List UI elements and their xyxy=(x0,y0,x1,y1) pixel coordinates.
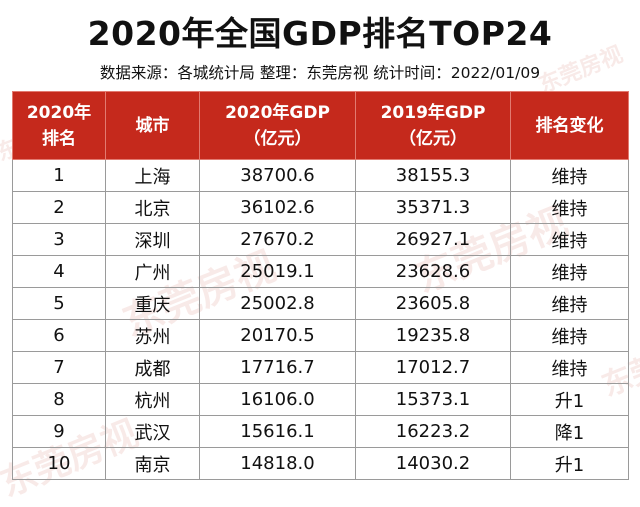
rank-change-cell: 维持 xyxy=(510,287,629,320)
rank-cell: 6 xyxy=(12,319,106,352)
page-title: 2020年全国GDP排名TOP24 xyxy=(87,14,553,53)
gdp-2020-cell: 20170.5 xyxy=(199,319,356,352)
gdp-2019-cell: 26927.1 xyxy=(355,223,511,256)
city-cell: 重庆 xyxy=(105,287,200,320)
gdp-2020-cell: 27670.2 xyxy=(199,223,356,256)
rank-cell: 5 xyxy=(12,287,106,320)
gdp-2020-cell: 25019.1 xyxy=(199,255,356,288)
table-row: 9 武汉 15616.1 16223.2 降1 xyxy=(12,415,629,448)
rank-cell: 2 xyxy=(12,191,106,224)
rank-change-cell: 维持 xyxy=(510,159,629,192)
city-cell: 上海 xyxy=(105,159,200,192)
header-rank-line1: 2020年 xyxy=(26,102,92,123)
header-city: 城市 xyxy=(105,91,200,160)
rank-change-cell: 降1 xyxy=(510,415,629,448)
city-cell: 北京 xyxy=(105,191,200,224)
header-gdp-2020-line2: （亿元） xyxy=(243,128,312,149)
header-rank: 2020年 排名 xyxy=(12,91,106,160)
table-row: 3 深圳 27670.2 26927.1 维持 xyxy=(12,223,629,256)
table-row: 7 成都 17716.7 17012.7 维持 xyxy=(12,351,629,384)
header-gdp-2019-line1: 2019年GDP xyxy=(380,102,486,123)
rank-change-cell: 升1 xyxy=(510,383,629,416)
gdp-2019-cell: 35371.3 xyxy=(355,191,511,224)
city-cell: 杭州 xyxy=(105,383,200,416)
rank-cell: 3 xyxy=(12,223,106,256)
rank-change-cell: 维持 xyxy=(510,319,629,352)
table-row: 10 南京 14818.0 14030.2 升1 xyxy=(12,447,629,480)
gdp-2019-cell: 23628.6 xyxy=(355,255,511,288)
city-cell: 成都 xyxy=(105,351,200,384)
header-gdp-2020-line1: 2020年GDP xyxy=(225,102,330,123)
gdp-2020-cell: 15616.1 xyxy=(199,415,356,448)
rank-cell: 9 xyxy=(12,415,106,448)
header-rank-change: 排名变化 xyxy=(510,91,629,160)
gdp-2019-cell: 15373.1 xyxy=(355,383,511,416)
table-row: 1 上海 38700.6 38155.3 维持 xyxy=(12,159,629,192)
table-row: 5 重庆 25002.8 23605.8 维持 xyxy=(12,287,629,320)
rank-change-cell: 维持 xyxy=(510,223,629,256)
gdp-2019-cell: 16223.2 xyxy=(355,415,511,448)
rank-cell: 1 xyxy=(12,159,106,192)
rank-change-cell: 维持 xyxy=(510,255,629,288)
header-gdp-2020: 2020年GDP （亿元） xyxy=(199,91,356,160)
rank-cell: 10 xyxy=(12,447,106,480)
rank-cell: 8 xyxy=(12,383,106,416)
table-row: 4 广州 25019.1 23628.6 维持 xyxy=(12,255,629,288)
header-rank-line2: 排名 xyxy=(42,128,76,149)
gdp-2019-cell: 23605.8 xyxy=(355,287,511,320)
rank-change-cell: 升1 xyxy=(510,447,629,480)
header-gdp-2019: 2019年GDP （亿元） xyxy=(355,91,511,160)
header-rank-change-label: 排名变化 xyxy=(535,115,604,136)
source-note: 数据来源：各城统计局 整理：东莞房视 统计时间：2022/01/09 xyxy=(99,64,541,82)
header-gdp-2019-line2: （亿元） xyxy=(399,128,467,149)
city-cell: 深圳 xyxy=(105,223,200,256)
city-cell: 广州 xyxy=(105,255,200,288)
table-row: 6 苏州 20170.5 19235.8 维持 xyxy=(12,319,629,352)
gdp-2020-cell: 16106.0 xyxy=(199,383,356,416)
gdp-ranking-table: 2020年 排名 城市 2020年GDP （亿元） 2019年GDP （亿元） … xyxy=(12,91,629,480)
gdp-2020-cell: 38700.6 xyxy=(199,159,356,192)
rank-change-cell: 维持 xyxy=(510,191,629,224)
gdp-2019-cell: 19235.8 xyxy=(355,319,511,352)
city-cell: 武汉 xyxy=(105,415,200,448)
gdp-2020-cell: 36102.6 xyxy=(199,191,356,224)
gdp-2020-cell: 17716.7 xyxy=(199,351,356,384)
city-cell: 苏州 xyxy=(105,319,200,352)
gdp-2020-cell: 25002.8 xyxy=(199,287,356,320)
table-row: 8 杭州 16106.0 15373.1 升1 xyxy=(12,383,629,416)
gdp-2019-cell: 38155.3 xyxy=(355,159,511,192)
header-city-label: 城市 xyxy=(135,115,170,136)
gdp-2019-cell: 14030.2 xyxy=(355,447,511,480)
rank-cell: 4 xyxy=(12,255,106,288)
table-row: 2 北京 36102.6 35371.3 维持 xyxy=(12,191,629,224)
rank-cell: 7 xyxy=(12,351,106,384)
rank-change-cell: 维持 xyxy=(510,351,629,384)
table-header-row: 2020年 排名 城市 2020年GDP （亿元） 2019年GDP （亿元） … xyxy=(12,91,629,160)
gdp-2020-cell: 14818.0 xyxy=(199,447,356,480)
gdp-2019-cell: 17012.7 xyxy=(355,351,511,384)
city-cell: 南京 xyxy=(105,447,200,480)
